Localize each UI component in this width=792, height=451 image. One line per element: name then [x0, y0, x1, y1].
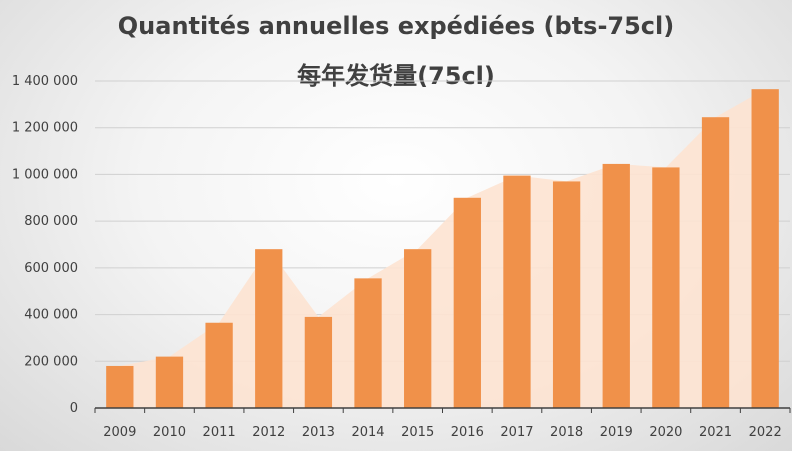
- y-tick-label: 0: [70, 401, 78, 416]
- x-tick-label: 2018: [550, 425, 583, 440]
- x-tick-label: 2019: [600, 425, 633, 440]
- bar: [602, 163, 630, 408]
- chart-subtitle: 每年发货量(75cl): [297, 62, 495, 90]
- bar: [404, 249, 432, 408]
- y-tick-label: 200 000: [24, 354, 78, 369]
- bar: [453, 197, 481, 408]
- x-tick-label: 2011: [203, 425, 236, 440]
- y-tick-label: 1 000 000: [12, 167, 78, 182]
- bar: [205, 322, 233, 408]
- x-tick-label: 2021: [699, 425, 732, 440]
- bar: [652, 167, 680, 408]
- x-tick-label: 2022: [749, 425, 782, 440]
- bar: [106, 365, 134, 408]
- chart-title: Quantités annuelles expédiées (bts-75cl): [117, 12, 675, 40]
- bar: [701, 117, 730, 408]
- x-tick-label: 2014: [351, 425, 384, 440]
- x-tick-label: 2016: [451, 425, 484, 440]
- bar: [304, 316, 333, 408]
- x-tick-label: 2013: [302, 425, 335, 440]
- x-tick-label: 2015: [401, 425, 434, 440]
- bar: [354, 278, 382, 408]
- y-tick-label: 1 200 000: [12, 121, 78, 136]
- bar: [503, 175, 531, 408]
- x-tick-label: 2010: [153, 425, 186, 440]
- x-tick-label: 2020: [649, 425, 682, 440]
- y-tick-label: 1 400 000: [12, 74, 78, 89]
- x-tick-label: 2012: [252, 425, 285, 440]
- bar: [751, 89, 779, 409]
- x-tick-label: 2017: [500, 425, 533, 440]
- y-tick-label: 800 000: [24, 214, 78, 229]
- bar: [255, 249, 283, 408]
- y-tick-label: 400 000: [24, 308, 78, 323]
- bar: [552, 181, 581, 408]
- x-tick-label: 2009: [103, 425, 136, 440]
- y-tick-label: 600 000: [24, 261, 78, 276]
- bar: [155, 356, 184, 408]
